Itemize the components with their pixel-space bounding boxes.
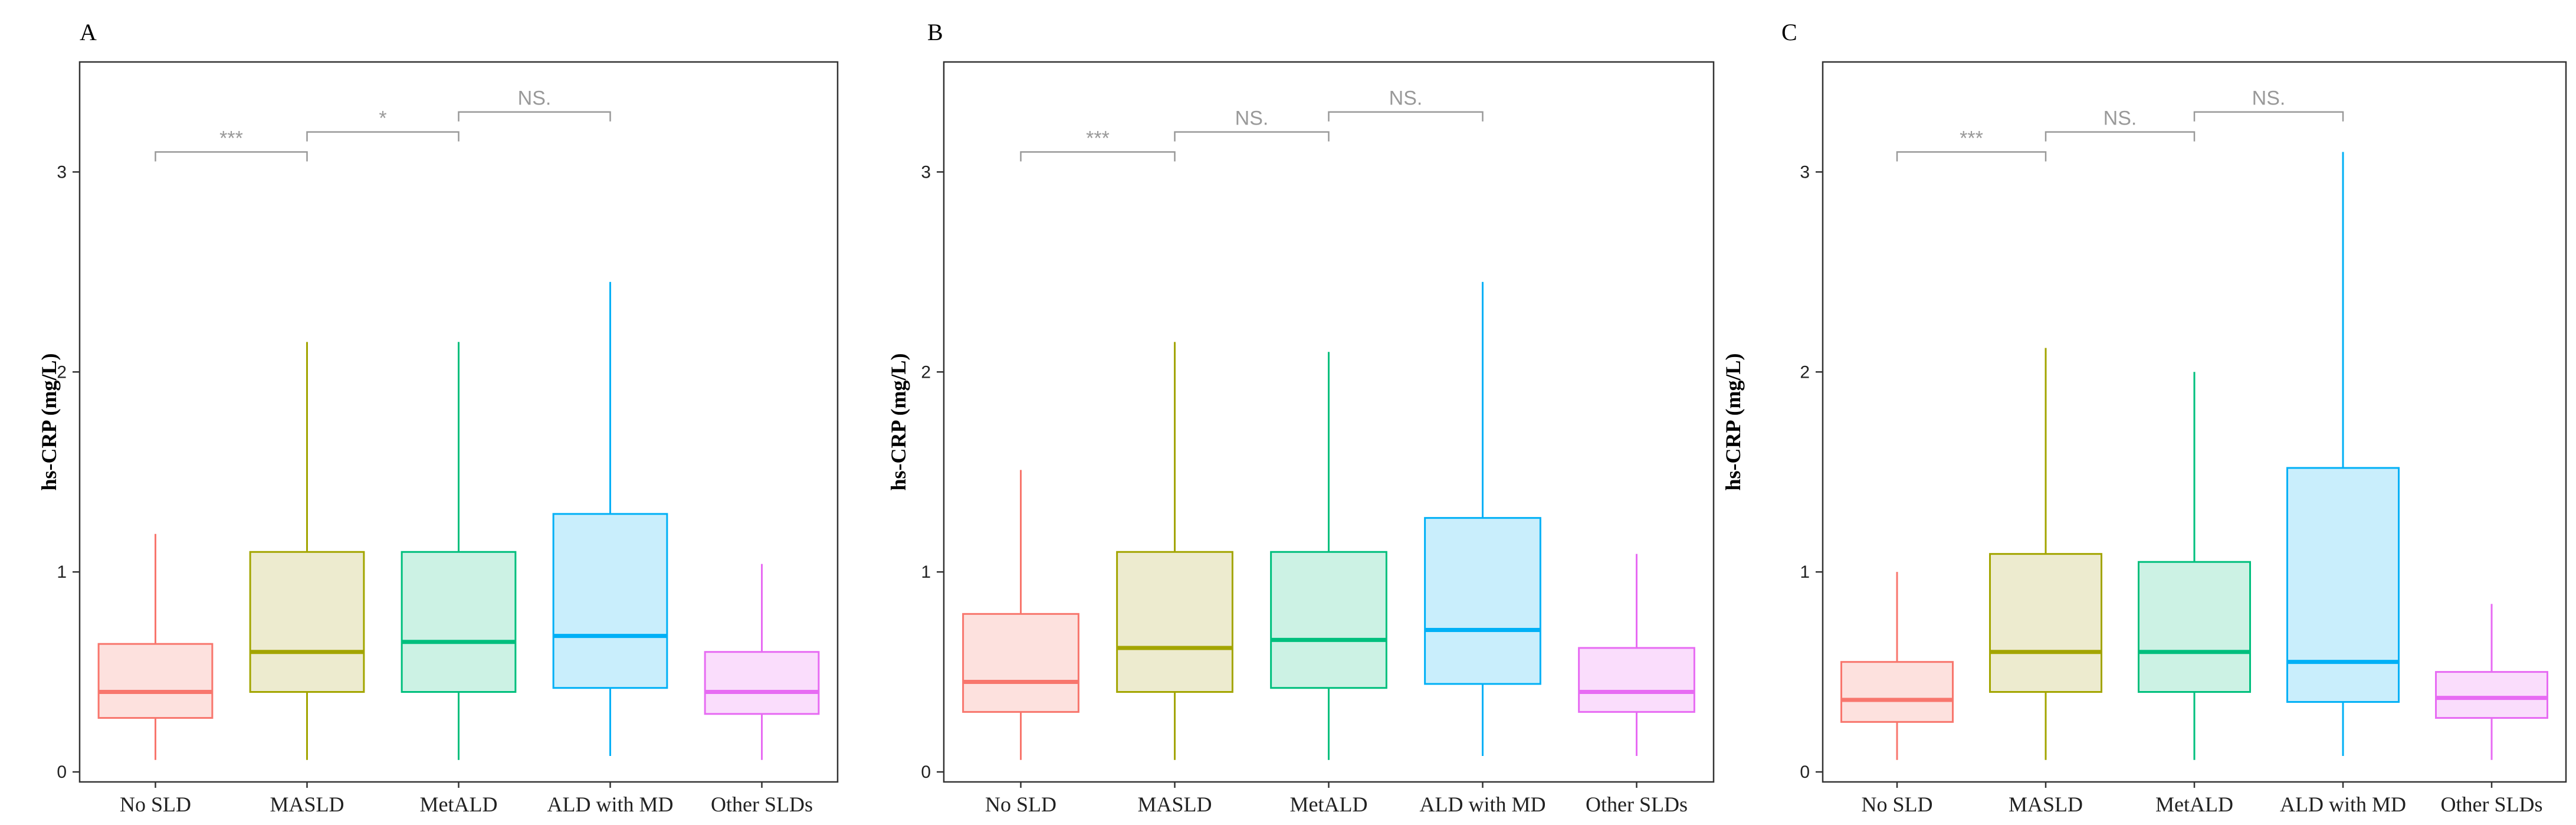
significance-label: NS.	[518, 87, 552, 110]
box	[1116, 551, 1233, 693]
box	[1989, 553, 2102, 693]
box	[97, 643, 214, 719]
y-tick-label: 3	[57, 162, 67, 182]
box	[552, 513, 668, 689]
x-tick-label: Other SLDs	[2441, 793, 2543, 816]
significance-bracket	[458, 111, 611, 122]
x-tick-label: No SLD	[985, 793, 1056, 816]
panel-b: Bhs-CRP (mg/L) 0 1 2 3 No SLD MASLD MetALD ALD w…	[887, 19, 1715, 816]
box	[2138, 561, 2251, 693]
box	[1578, 647, 1695, 713]
x-tick-label: MetALD	[420, 793, 498, 816]
x-tick-label: ALD with MD	[547, 793, 674, 816]
box	[249, 551, 365, 693]
box	[704, 651, 820, 715]
y-tick-label: 0	[57, 762, 67, 782]
significance-bracket	[2193, 111, 2344, 122]
y-tick-label: 1	[1800, 562, 1810, 582]
significance-label: ***	[1086, 127, 1110, 150]
y-axis-title: hs-CRP (mg/L)	[1721, 353, 1745, 491]
box	[1840, 661, 1954, 723]
box	[1270, 551, 1387, 689]
significance-label: ***	[219, 127, 243, 150]
panel-c: Chs-CRP (mg/L) 0 1 2 3 No SLD MASLD MetALD ALD w…	[1721, 19, 2567, 816]
x-tick-label: ALD with MD	[1420, 793, 1546, 816]
significance-bracket	[306, 131, 460, 142]
significance-bracket	[1020, 151, 1176, 162]
y-tick-label: 1	[57, 562, 67, 582]
significance-label: *	[379, 107, 386, 130]
x-tick-label: MASLD	[1137, 793, 1212, 816]
significance-label: NS.	[2104, 107, 2137, 130]
significance-bracket	[1174, 131, 1330, 142]
y-tick-label: 3	[921, 162, 931, 182]
significance-bracket	[1896, 151, 2047, 162]
significance-label: NS.	[2252, 87, 2286, 110]
y-axis-title: hs-CRP (mg/L)	[887, 353, 910, 491]
y-tick-label: 1	[921, 562, 931, 582]
box	[401, 551, 517, 693]
x-tick-label: No SLD	[120, 793, 191, 816]
box	[2286, 467, 2400, 703]
panel-letter: B	[927, 19, 943, 45]
box	[1424, 517, 1541, 685]
y-tick-label: 2	[1800, 362, 1810, 382]
y-axis-title: hs-CRP (mg/L)	[37, 353, 61, 491]
x-tick-label: No SLD	[1861, 793, 1932, 816]
significance-bracket	[155, 151, 308, 162]
significance-bracket	[1328, 111, 1484, 122]
significance-label: ***	[1960, 127, 1983, 150]
y-tick-label: 2	[57, 362, 67, 382]
x-tick-label: MetALD	[1290, 793, 1368, 816]
x-tick-label: Other SLDs	[1586, 793, 1688, 816]
box	[962, 613, 1079, 713]
panel-a: Ahs-CRP (mg/L) 0 1 2 3 No SLD MASLD MetALD ALD w…	[37, 19, 839, 816]
x-tick-label: Other SLDs	[711, 793, 813, 816]
x-tick-label: MetALD	[2155, 793, 2233, 816]
panel-letter: A	[80, 19, 97, 45]
significance-bracket	[2045, 131, 2196, 142]
box	[2435, 671, 2548, 719]
y-tick-label: 0	[1800, 762, 1810, 782]
x-tick-label: MASLD	[270, 793, 344, 816]
x-tick-label: ALD with MD	[2280, 793, 2406, 816]
panel-letter: C	[1781, 19, 1797, 45]
significance-label: NS.	[1235, 107, 1269, 130]
y-tick-label: 3	[1800, 162, 1810, 182]
y-tick-label: 0	[921, 762, 931, 782]
y-tick-label: 2	[921, 362, 931, 382]
significance-label: NS.	[1389, 87, 1423, 110]
x-tick-label: MASLD	[2009, 793, 2083, 816]
